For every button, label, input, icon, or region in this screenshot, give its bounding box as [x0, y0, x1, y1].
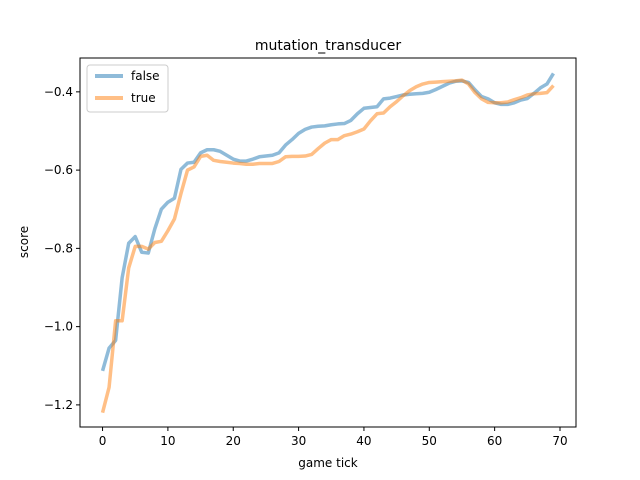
y-tick-label: −0.6	[44, 163, 73, 177]
x-tick-label: 60	[487, 434, 502, 448]
legend-label-false: false	[131, 69, 160, 83]
x-axis-label: game tick	[298, 456, 357, 470]
axes-frame	[79, 57, 577, 428]
y-tick-label: −1.0	[44, 320, 73, 334]
series-line-true	[100, 78, 555, 414]
x-tick-label: 0	[99, 434, 107, 448]
legend: false true	[86, 64, 169, 113]
x-tick-label: 10	[160, 434, 175, 448]
x-tick-label: 20	[226, 434, 241, 448]
legend-label-true: true	[131, 91, 156, 105]
x-axis: 0 10 20 30 40 50 60 70	[99, 427, 568, 448]
x-tick-label: 40	[356, 434, 371, 448]
y-tick-label: −0.8	[44, 241, 73, 255]
y-axis: −1.2 −1.0 −0.8 −0.6 −0.4	[44, 85, 80, 412]
x-tick-label: 70	[552, 434, 567, 448]
y-tick-label: −0.4	[44, 85, 73, 99]
chart-title: mutation_transducer	[255, 38, 401, 54]
plot-area: 0 10 20 30 40 50 60 70 −1.2 −1.0 −0.8 −0.6 −0.4	[44, 57, 577, 448]
y-axis-label: score	[17, 226, 31, 258]
series-line-false	[100, 72, 555, 372]
series-layer	[100, 72, 555, 414]
x-tick-label: 30	[291, 434, 306, 448]
x-tick-label: 50	[422, 434, 437, 448]
y-tick-label: −1.2	[44, 398, 73, 412]
